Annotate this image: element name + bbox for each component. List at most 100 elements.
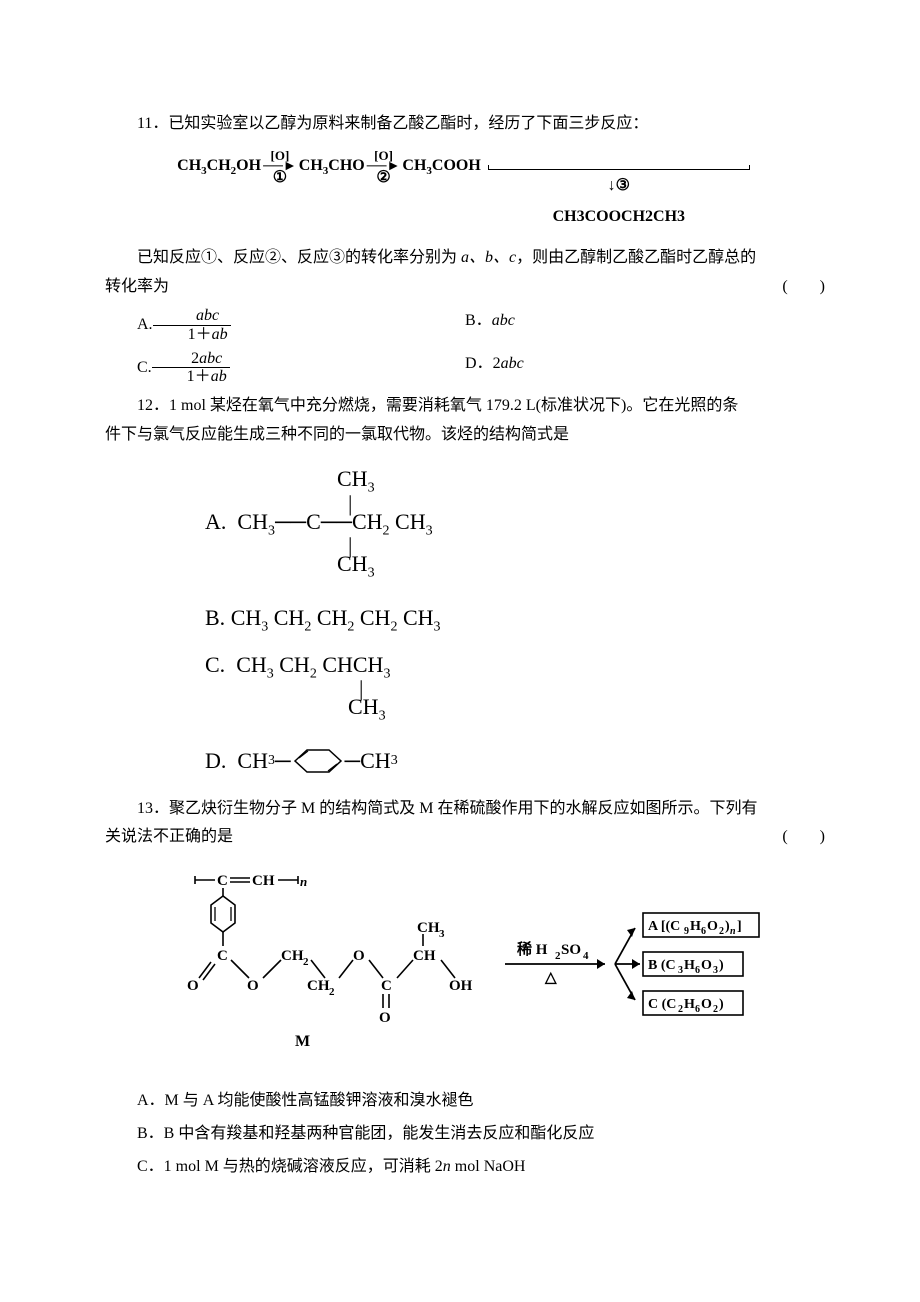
q11-C-den-1: 1 [187,368,195,385]
svg-text:n: n [730,926,736,937]
svg-text:C: C [381,978,392,994]
q11-bracket: ↓③ CH3COOCH2CH3 [485,165,753,232]
q11-A-num: abc [153,307,231,326]
q12-number: 12． [137,397,169,414]
svg-text:CH: CH [307,978,330,994]
svg-text:2: 2 [329,986,335,998]
svg-text:CH: CH [252,873,275,889]
hydrolysis-svg: C CH n C O O CH 2 CH 2 [165,868,765,1058]
svg-text:O: O [379,1010,391,1026]
q11-options-row-1: A. abc 1＋ab B．abc [105,307,825,343]
q13-stem-a: 13．聚乙炔衍生物分子 M 的结构简式及 M 在稀硫酸作用下的水解反应如图所示。… [105,795,825,824]
svg-text:OH: OH [449,978,473,994]
svg-text:H: H [684,958,695,973]
q11-line2-left: 转化率为 [105,273,169,302]
q11-reaction-scheme: CH3CH2OH [O] ──► ① CH3CHO [O] ──► ② CH3C… [105,149,825,232]
q11-C-den: 1＋ab [152,368,230,386]
q11-A-den-plus: ＋ [196,326,212,343]
q13-option-A: A．M 与 A 均能使酸性高锰酸钾溶液和溴水褪色 [105,1087,825,1116]
q11-paren: ( ) [782,273,825,302]
svg-text:6: 6 [695,1004,700,1015]
q13-stem-b-left: 关说法不正确的是 [105,823,233,852]
q11-C-num-abc: abc [199,350,222,367]
svg-text:3: 3 [713,965,718,976]
q13-paren: ( ) [782,823,825,852]
q11-down-arrow: ↓③ [608,172,630,201]
svg-text:]: ] [737,919,742,934]
q12-stem-a: 12．1 mol 某烃在氧气中充分燃烧，需要消耗氧气 179.2 L(标准状况下… [105,392,825,421]
q13-stem-a-text: 聚乙炔衍生物分子 M 的结构简式及 M 在稀硫酸作用下的水解反应如图所示。下列有 [169,800,757,817]
q11-A-den-ab: ab [212,326,228,343]
svg-text:6: 6 [701,926,706,937]
svg-text:SO: SO [561,942,581,958]
svg-text:A [(C: A [(C [648,919,680,934]
q11-A-den: 1＋ab [153,326,231,344]
svg-text:CH: CH [417,920,440,936]
q11-A-den-1: 1 [188,326,196,343]
svg-text:CH: CH [413,948,436,964]
q11-B-val: abc [492,312,515,329]
q11-cont-1: 已知反应①、反应②、反应③的转化率分别为 a、b、c，则由乙醇制乙酸乙酯时乙醇总… [105,244,825,273]
svg-text:n: n [300,874,307,889]
q13-options: A．M 与 A 均能使酸性高锰酸钾溶液和溴水褪色 B．B 中含有羧基和羟基两种官… [105,1087,825,1181]
q11-reagent-left: CH3CH2OH [177,152,261,182]
q12-stem-a-text: 1 mol 某烃在氧气中充分燃烧，需要消耗氧气 179.2 L(标准状况下)。它… [169,397,738,414]
q11-scheme-top: CH3CH2OH [O] ──► ① CH3CHO [O] ──► ② CH3C… [177,149,481,186]
svg-text:O: O [353,948,365,964]
svg-text:C: C [217,948,228,964]
svg-text:2: 2 [713,1004,718,1015]
svg-text:O: O [187,978,199,994]
q11-product: CH3COOCH2CH3 [553,203,685,232]
svg-text:3: 3 [439,928,445,940]
svg-text:△: △ [544,970,557,986]
q11-arrow-1: [O] ──► ① [263,149,297,186]
q11-A-frac: abc 1＋ab [153,307,231,343]
q11-C-prefix: C. [137,358,152,375]
q11-C-den-ab: ab [211,368,227,385]
q11-down-arrow-symbol: ↓ [608,172,616,201]
svg-text:3: 3 [678,965,683,976]
q12-A-label: A. [205,509,226,534]
q11-C-num-2: 2 [191,350,199,367]
benzene-ring-icon [291,747,345,775]
svg-text:2: 2 [719,926,724,937]
svg-text:B (C: B (C [648,958,676,973]
q11-arrow2-under: ② [376,170,390,186]
q11-C-frac: 2abc 1＋ab [152,350,230,386]
svg-text:2: 2 [678,1004,683,1015]
svg-text:O: O [247,978,259,994]
q11-C-den-plus: ＋ [195,368,211,385]
svg-text:H: H [684,997,695,1012]
q11-D-prefix: D． [465,355,493,372]
q11-D-2: 2 [493,355,501,372]
q11-A-prefix: A. [137,316,153,333]
svg-text:O: O [701,997,712,1012]
q12-structures: CH3 | A. CH3──C──CH2 CH3 | CH3 B. CH3 CH… [205,467,825,780]
svg-text:): ) [719,958,724,973]
q11-option-D: D．2abc [465,350,825,386]
svg-text:O: O [701,958,712,973]
svg-text:4: 4 [583,950,589,962]
svg-text:M: M [295,1033,310,1050]
q13-option-C: C．1 mol M 与热的烧碱溶液反应，可消耗 2n mol NaOH [105,1153,825,1182]
svg-text:): ) [719,997,724,1012]
svg-text:O: O [707,919,718,934]
q11-bracket-line [488,165,750,170]
q11-option-C: C. 2abc 1＋ab [105,350,465,386]
q12-struct-C: C. CH3 CH2 CHCH3 | CH3 [205,653,825,727]
q11-reagent-right: CH3COOH [402,152,480,182]
q11-stem-text: 已知实验室以乙醇为原料来制备乙酸乙酯时，经历了下面三步反应： [168,115,648,132]
q12-struct-A: CH3 | A. CH3──C──CH2 CH3 | CH3 [205,467,825,583]
q13-option-B: B．B 中含有羧基和羟基两种官能团，能发生消去反应和酯化反应 [105,1120,825,1149]
q12-stem-b: 件下与氯气反应能生成三种不同的一氯取代物。该烃的结构简式是 [105,421,825,450]
q13-hydrolysis-scheme: C CH n C O O CH 2 CH 2 [105,868,825,1069]
q11-arrow1-under: ① [273,170,287,186]
svg-text:9: 9 [684,926,689,937]
q12-struct-D: D. CH3─ ─CH3 [205,741,825,781]
q11-option-A: A. abc 1＋ab [105,307,465,343]
q11-cont-left: 已知反应①、反应②、反应③的转化率分别为 [137,249,461,266]
svg-text:6: 6 [695,965,700,976]
q12-A-formula: CH3 | A. CH3──C──CH2 CH3 | CH3 [205,467,433,581]
q11-number: 11． [137,115,168,132]
q11-stem: 11．已知实验室以乙醇为原料来制备乙酸乙酯时，经历了下面三步反应： [105,110,825,139]
